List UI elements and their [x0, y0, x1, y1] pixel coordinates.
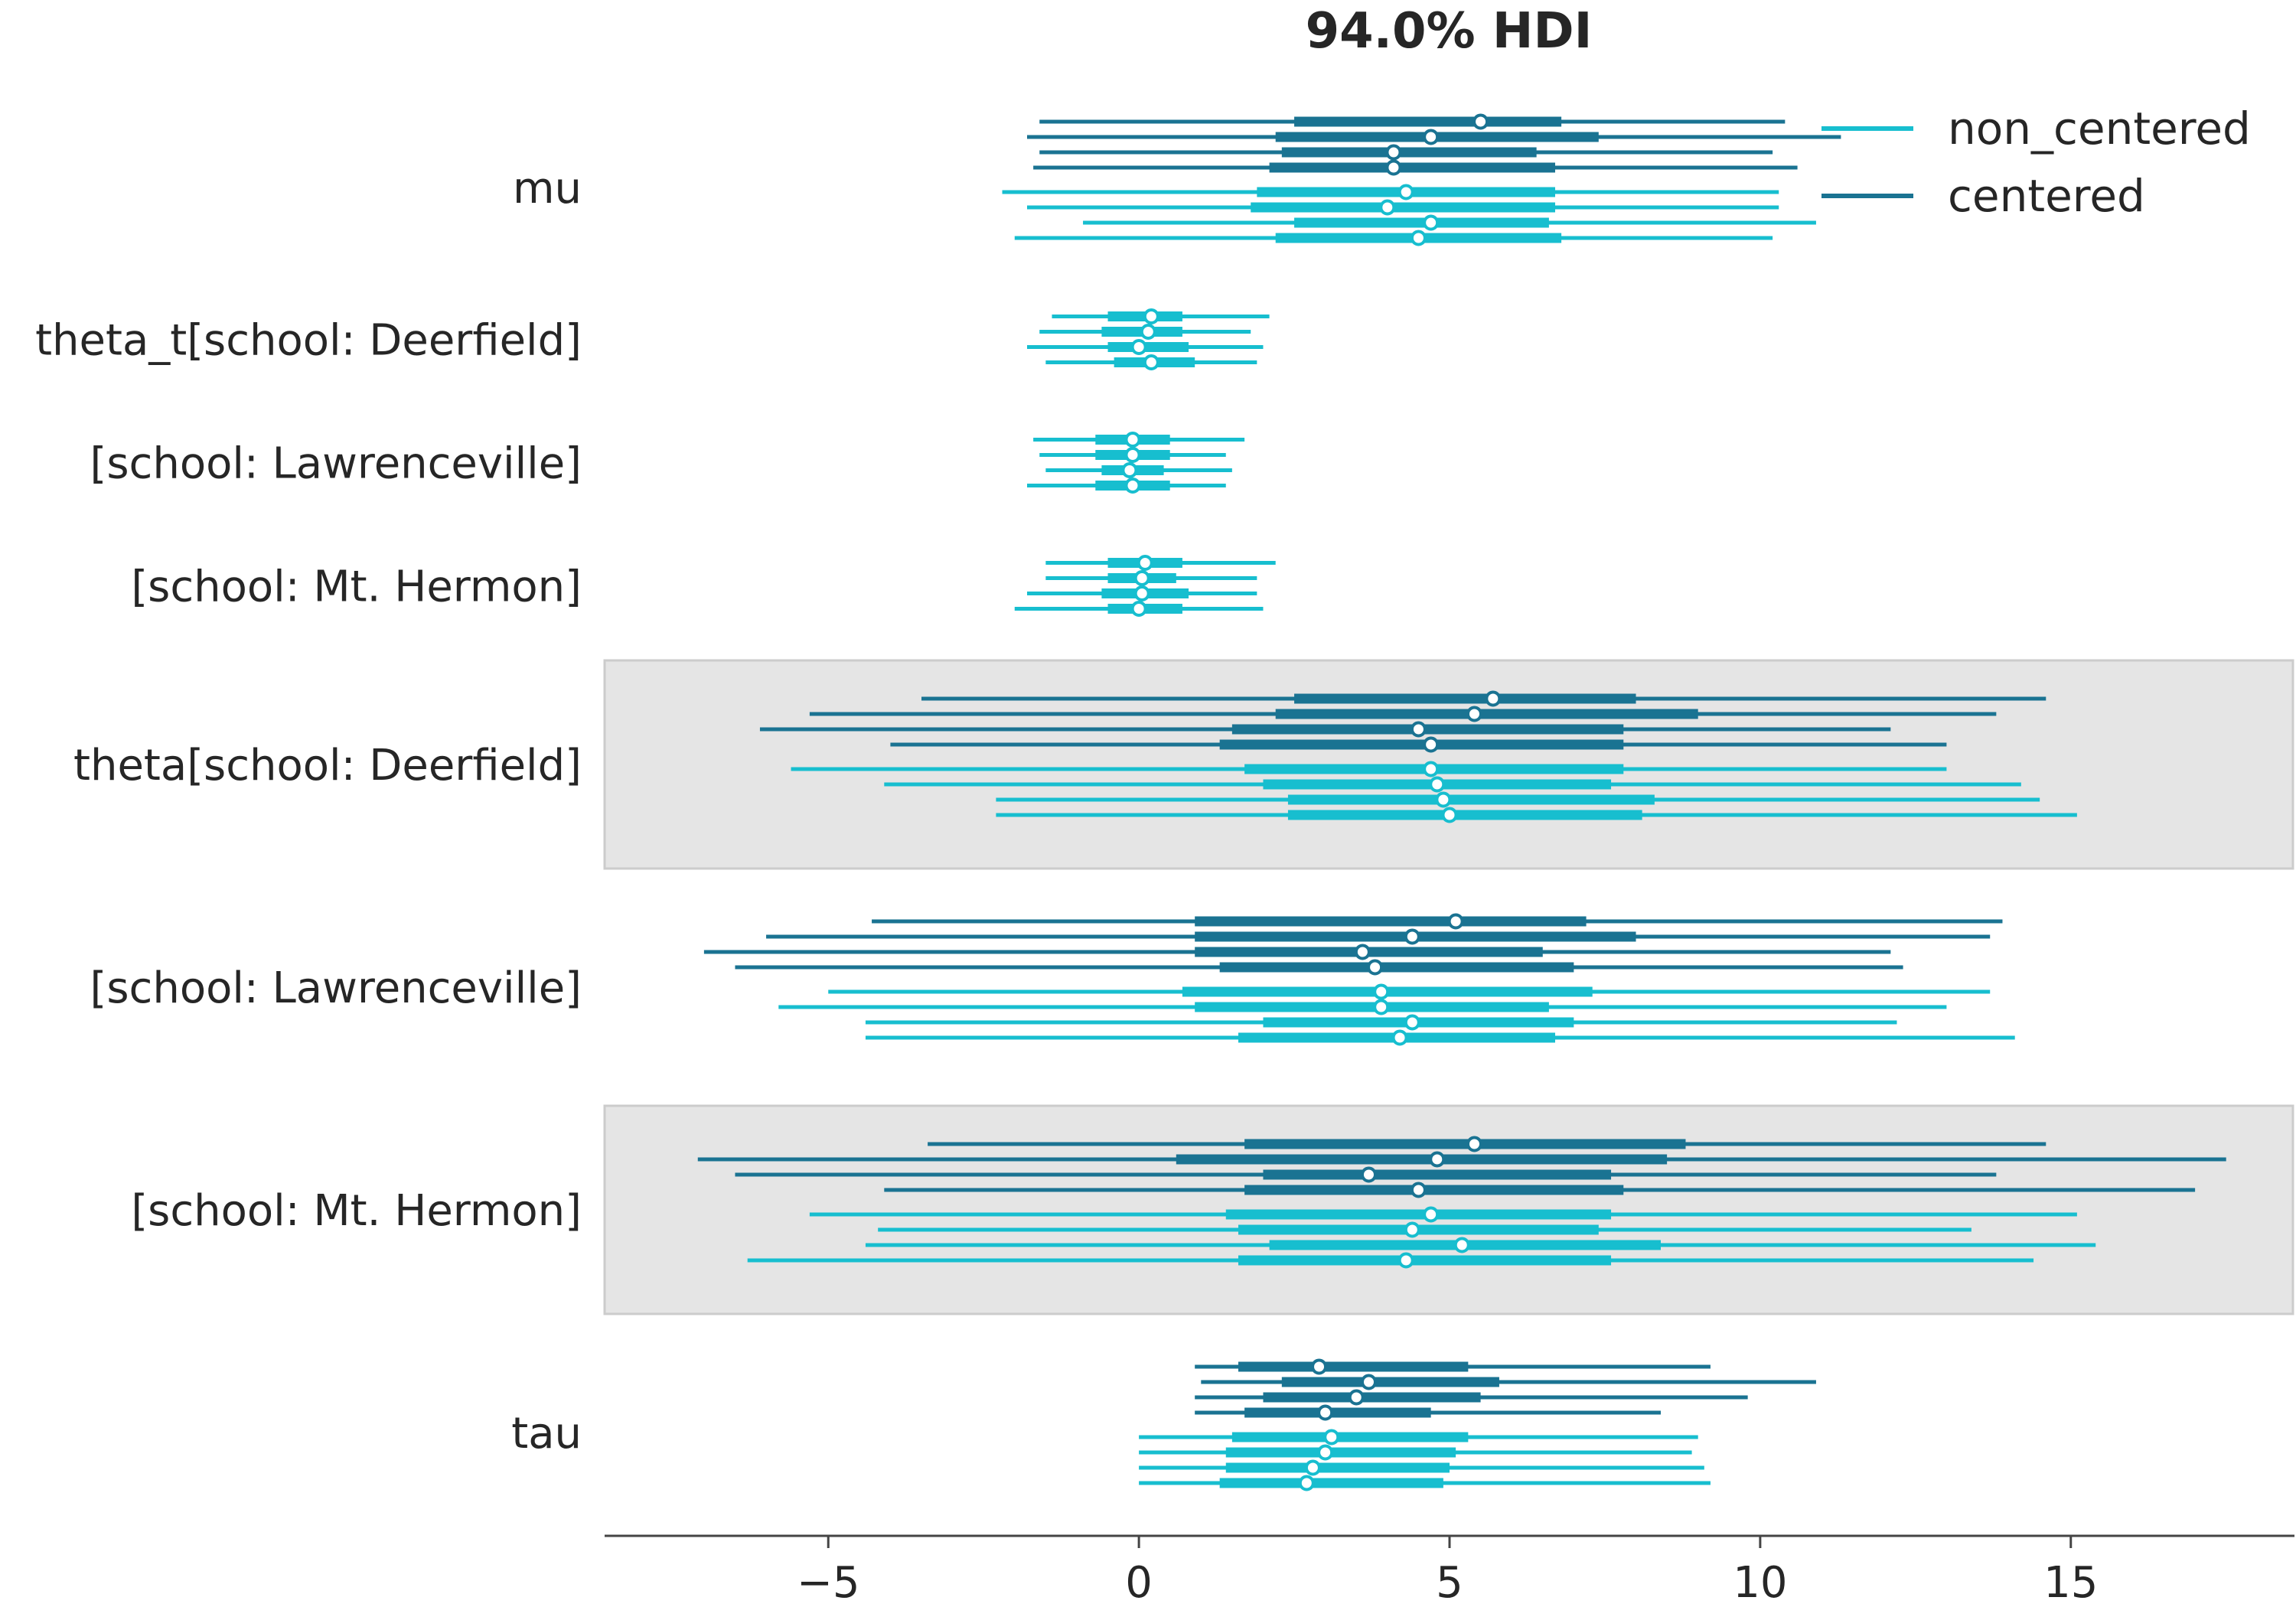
interval-g6-non_centered-c1-median [1404, 1221, 1420, 1238]
interval-g7-non_centered-c2-median [1304, 1459, 1321, 1476]
interval-g5-non_centered-c1-median [1373, 999, 1390, 1015]
interval-g0-centered-c0-median [1473, 113, 1489, 130]
interval-g7-non_centered-c1-median [1317, 1444, 1334, 1461]
y-axis-labels: mu theta_t[school: Deerfield] [school: Law… [35, 164, 582, 1459]
interval-g0-non_centered-c3-median [1410, 230, 1427, 246]
interval-g3-non_centered-c1-median [1133, 570, 1150, 586]
y-label-0: mu [513, 164, 582, 214]
interval-g7-non_centered-c0-median [1323, 1429, 1340, 1446]
y-label-5: [school: Lawrenceville] [90, 963, 582, 1013]
interval-g0-non_centered-c0-median [1397, 184, 1414, 200]
interval-g3-non_centered-c3-median [1130, 601, 1147, 617]
interval-g2-non_centered-c2-median [1121, 462, 1138, 478]
interval-g5-centered-c3-median [1367, 959, 1384, 976]
y-label-6: [school: Mt. Hermon] [131, 1186, 582, 1236]
interval-g6-non_centered-c0-median [1423, 1206, 1440, 1223]
interval-g4-centered-c1-median [1466, 706, 1482, 722]
interval-g6-non_centered-c2-median [1453, 1237, 1470, 1253]
interval-g0-centered-c1-median [1423, 129, 1440, 145]
y-label-7: tau [511, 1409, 582, 1459]
interval-g5-centered-c0-median [1447, 913, 1464, 930]
interval-g5-centered-c1-median [1404, 928, 1420, 945]
interval-g6-centered-c2-median [1360, 1166, 1377, 1183]
legend-label-centered: centered [1948, 170, 2145, 222]
interval-g5-non_centered-c2-median [1404, 1014, 1420, 1031]
y-label-1: theta_t[school: Deerfield] [35, 316, 582, 366]
y-label-2: [school: Lawrenceville] [90, 439, 582, 489]
x-tick-label-1: 0 [1125, 1558, 1153, 1607]
x-tick-label-2: 5 [1436, 1558, 1463, 1607]
y-label-4: theta[school: Deerfield] [73, 741, 582, 790]
interval-g1-non_centered-c1-median [1140, 324, 1156, 340]
interval-g7-centered-c0-median [1311, 1358, 1328, 1375]
interval-g4-centered-c0-median [1485, 690, 1502, 707]
interval-g1-non_centered-c2-median [1130, 339, 1147, 355]
x-axis: −5 0 5 10 15 [605, 1534, 2294, 1607]
interval-g2-non_centered-c0-median [1124, 432, 1141, 448]
interval-g4-non_centered-c1-median [1429, 776, 1446, 793]
interval-g3-non_centered-c2-median [1133, 585, 1150, 601]
x-tick-label-3: 10 [1733, 1558, 1787, 1607]
interval-marks [697, 113, 2226, 1491]
x-tick-label-0: −5 [797, 1558, 860, 1607]
interval-g2-non_centered-c1-median [1124, 447, 1141, 463]
chart-title: 94.0% HDI [1306, 3, 1593, 60]
interval-g4-centered-c3-median [1423, 736, 1440, 753]
interval-g4-centered-c2-median [1410, 721, 1427, 738]
interval-g3-non_centered-c0-median [1137, 555, 1153, 571]
interval-g6-centered-c0-median [1466, 1136, 1482, 1152]
interval-g5-non_centered-c0-median [1373, 983, 1390, 1000]
interval-g7-non_centered-c3-median [1298, 1475, 1315, 1491]
interval-g4-non_centered-c2-median [1435, 791, 1452, 808]
interval-g5-non_centered-c3-median [1391, 1029, 1408, 1046]
interval-g1-non_centered-c3-median [1143, 354, 1159, 370]
interval-g6-centered-c3-median [1410, 1182, 1427, 1198]
interval-g0-non_centered-c1-median [1379, 199, 1396, 216]
interval-g1-non_centered-c0-median [1143, 308, 1159, 324]
interval-g7-centered-c3-median [1317, 1404, 1334, 1421]
interval-g7-centered-c2-median [1348, 1389, 1365, 1406]
interval-g6-non_centered-c3-median [1397, 1252, 1414, 1269]
interval-g0-centered-c3-median [1385, 159, 1402, 176]
interval-g6-centered-c1-median [1429, 1151, 1446, 1168]
interval-g0-non_centered-c2-median [1423, 214, 1440, 231]
interval-g2-non_centered-c3-median [1124, 478, 1141, 494]
y-label-3: [school: Mt. Hermon] [131, 562, 582, 612]
interval-g5-centered-c2-median [1354, 944, 1371, 960]
legend: non_centered centered [1821, 103, 2251, 222]
interval-g4-non_centered-c3-median [1441, 807, 1458, 823]
legend-label-non_centered: non_centered [1948, 103, 2251, 155]
interval-g4-non_centered-c0-median [1423, 761, 1440, 777]
interval-g7-centered-c1-median [1360, 1374, 1377, 1390]
x-tick-label-4: 15 [2043, 1558, 2098, 1607]
interval-g0-centered-c2-median [1385, 144, 1402, 161]
